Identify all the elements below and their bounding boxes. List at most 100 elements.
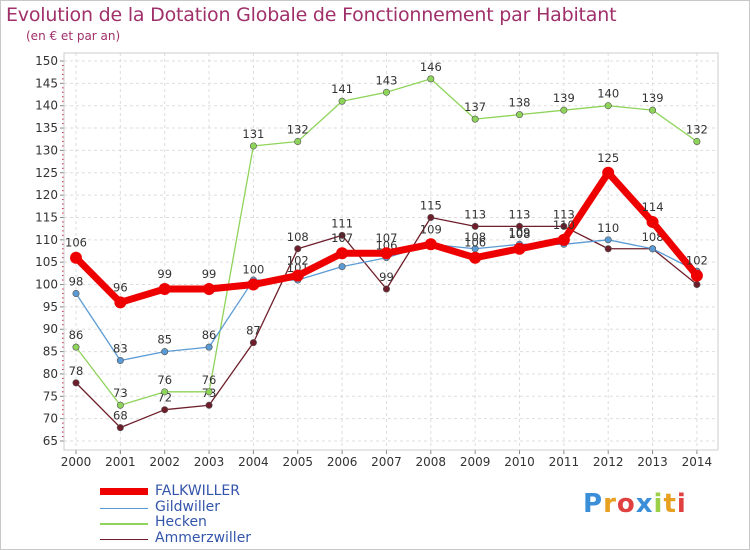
data-label-hecken: 138	[509, 96, 531, 110]
x-tick-label: 2002	[149, 455, 180, 469]
y-tick-label: 115	[35, 210, 58, 224]
data-point-falkwiller	[646, 215, 659, 228]
data-label-hecken: 86	[69, 328, 84, 342]
data-point-falkwiller	[114, 296, 127, 309]
data-point-ammerzwiller	[338, 231, 346, 239]
data-point-falkwiller	[203, 283, 216, 295]
data-label-falkwiller: 125	[597, 151, 619, 165]
data-label-ammerzwiller: 68	[113, 409, 128, 423]
y-tick-label: 125	[35, 166, 58, 180]
legend-swatch-ammerzwiller	[100, 538, 148, 540]
x-tick-label: 2006	[327, 455, 358, 469]
data-point-falkwiller	[158, 283, 171, 295]
data-point-ammerzwiller	[427, 213, 435, 221]
data-point-ammerzwiller	[471, 222, 479, 230]
y-tick-label: 100	[35, 278, 58, 292]
x-tick-label: 2003	[194, 455, 225, 469]
y-tick-label: 140	[35, 99, 58, 113]
legend-swatch-falkwiller	[100, 488, 148, 495]
y-tick-label: 110	[35, 233, 58, 247]
data-label-falkwiller: 114	[642, 200, 664, 214]
data-point-falkwiller	[557, 233, 570, 246]
data-point-falkwiller	[513, 242, 526, 255]
data-point-gildwiller	[649, 245, 657, 253]
data-point-ammerzwiller	[560, 222, 568, 230]
data-point-falkwiller	[247, 278, 260, 291]
logo-letter: i	[676, 489, 687, 519]
data-point-falkwiller	[336, 247, 349, 260]
data-point-ammerzwiller	[72, 379, 80, 387]
data-label-hecken: 76	[157, 373, 172, 387]
data-label-hecken: 137	[464, 100, 486, 114]
data-point-hecken	[116, 401, 124, 409]
legend-swatch-gildwiller	[100, 507, 148, 509]
data-label-hecken: 139	[642, 91, 664, 105]
data-label-ammerzwiller: 72	[157, 391, 172, 405]
legend-label-gildwiller: Gildwiller	[155, 498, 221, 515]
data-label-falkwiller: 96	[113, 280, 128, 294]
data-label-gildwiller: 109	[509, 225, 531, 239]
x-tick-label: 2010	[504, 455, 535, 469]
y-tick-label: 150	[35, 54, 58, 68]
data-label-hecken: 132	[686, 122, 708, 136]
x-tick-label: 2001	[105, 455, 136, 469]
data-point-hecken	[427, 75, 435, 83]
data-label-ammerzwiller: 113	[509, 207, 531, 221]
data-label-falkwiller: 109	[420, 222, 442, 236]
data-label-falkwiller: 99	[202, 267, 217, 281]
data-point-hecken	[72, 343, 80, 351]
x-tick-label: 2008	[416, 455, 447, 469]
data-point-hecken	[382, 88, 390, 96]
data-label-ammerzwiller: 78	[69, 364, 84, 378]
data-point-ammerzwiller	[116, 424, 124, 432]
data-label-falkwiller: 100	[242, 263, 264, 277]
data-label-gildwiller: 110	[597, 221, 619, 235]
y-tick-label: 65	[43, 434, 58, 448]
x-tick-label: 2014	[682, 455, 713, 469]
data-label-hecken: 131	[242, 127, 264, 141]
data-label-falkwiller: 110	[553, 218, 575, 232]
logo-letter: x	[635, 489, 654, 519]
data-point-ammerzwiller	[515, 222, 523, 230]
data-point-ammerzwiller	[294, 245, 302, 253]
data-point-gildwiller	[72, 289, 80, 297]
data-point-falkwiller	[291, 269, 304, 282]
data-point-hecken	[338, 97, 346, 105]
y-tick-label: 80	[43, 367, 58, 381]
data-label-hecken: 132	[287, 122, 309, 136]
proxiti-logo: Proxiti	[583, 489, 687, 519]
data-label-ammerzwiller: 108	[287, 230, 309, 244]
data-point-falkwiller	[469, 251, 482, 264]
data-label-falkwiller: 102	[686, 254, 708, 268]
y-tick-label: 135	[35, 121, 58, 135]
data-label-falkwiller: 102	[287, 254, 309, 268]
data-label-gildwiller: 83	[113, 342, 128, 356]
data-point-ammerzwiller	[604, 245, 612, 253]
x-tick-label: 2013	[637, 455, 668, 469]
data-point-ammerzwiller	[161, 406, 169, 414]
legend-label-ammerzwiller: Ammerzwiller	[155, 529, 252, 546]
data-point-gildwiller	[604, 236, 612, 244]
data-point-ammerzwiller	[205, 401, 213, 409]
y-tick-label: 130	[35, 143, 58, 157]
logo-letter: i	[653, 489, 664, 519]
y-tick-label: 70	[43, 412, 58, 426]
data-point-hecken	[693, 137, 701, 145]
data-point-gildwiller	[161, 348, 169, 356]
logo-letter: r	[603, 489, 617, 519]
chart-subtitle: (en € et par an)	[26, 29, 121, 43]
data-label-falkwiller: 106	[464, 236, 486, 250]
data-label-falkwiller: 108	[509, 227, 531, 241]
logo-letter: t	[663, 489, 677, 519]
chart-title: Evolution de la Dotation Globale de Fonc…	[6, 4, 617, 26]
legend-label-falkwiller: FALKWILLER	[155, 483, 240, 499]
data-label-falkwiller: 99	[157, 267, 172, 281]
data-label-ammerzwiller: 111	[331, 216, 353, 230]
legend-label-hecken: Hecken	[155, 514, 207, 530]
data-point-falkwiller	[380, 247, 393, 260]
data-label-hecken: 76	[202, 373, 217, 387]
data-point-hecken	[649, 106, 657, 114]
data-point-hecken	[205, 388, 213, 396]
y-tick-label: 95	[43, 300, 58, 314]
data-point-ammerzwiller	[382, 285, 390, 293]
